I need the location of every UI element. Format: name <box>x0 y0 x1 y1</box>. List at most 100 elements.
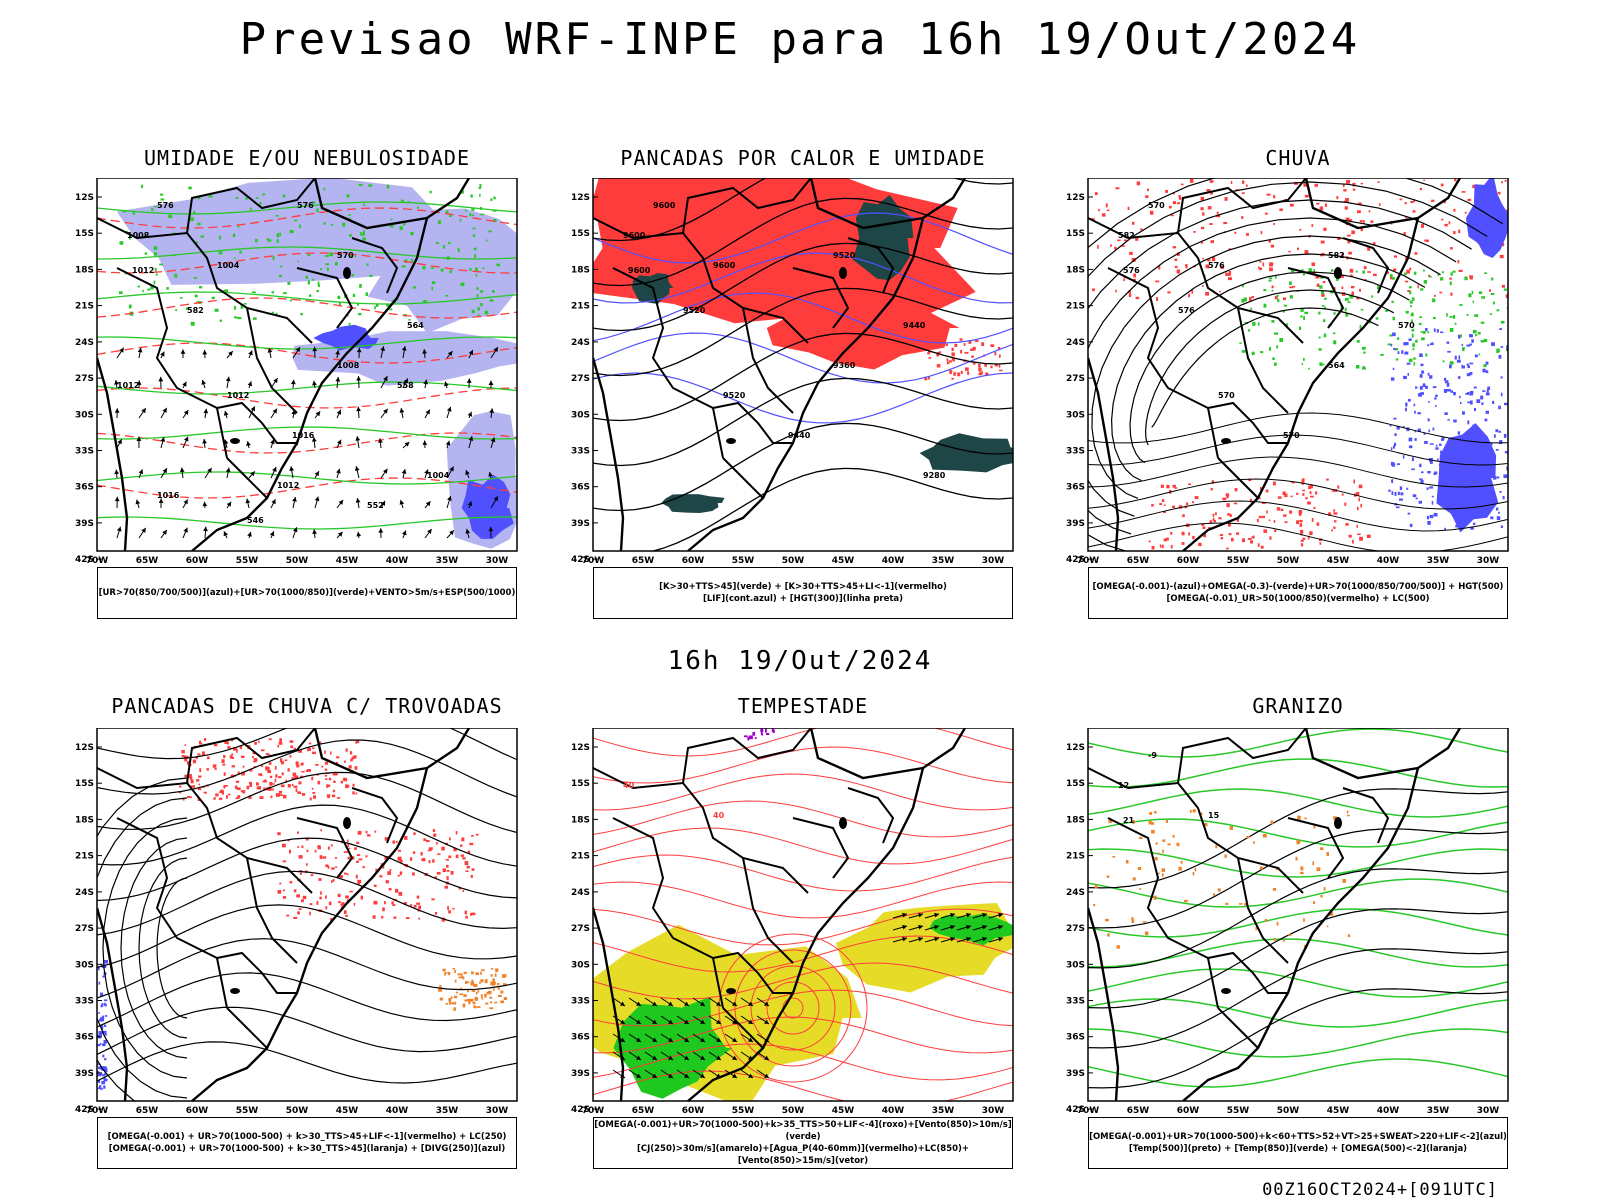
rain-red <box>1207 206 1212 210</box>
lon-tick-label: 60W <box>682 1106 705 1116</box>
humidity-green <box>141 184 144 188</box>
humidity-green <box>194 294 198 298</box>
humidity-green <box>346 194 350 198</box>
storm-red <box>280 784 285 788</box>
omega-orange <box>1132 820 1135 824</box>
storm-red <box>297 911 300 915</box>
rain-green <box>1371 295 1374 298</box>
storm-red <box>338 901 341 904</box>
storm-red <box>184 774 189 778</box>
humidity-green <box>193 211 196 214</box>
divergence-blue <box>102 1074 105 1077</box>
height-300 <box>593 197 1013 287</box>
rain-red <box>1186 502 1189 505</box>
rain-red <box>1356 524 1358 528</box>
rain-red <box>1313 506 1316 509</box>
humidity-green <box>240 304 244 309</box>
storm-red <box>356 860 359 863</box>
rain-red <box>1210 240 1214 244</box>
humidity-green <box>155 273 158 276</box>
humidity-green <box>482 267 485 270</box>
lat-tick-label: 36S <box>75 483 94 493</box>
rain-green <box>1478 353 1481 356</box>
lat-tick-label: 12S <box>1066 743 1085 753</box>
rain-blue <box>1490 442 1493 446</box>
instability-area <box>984 363 987 367</box>
storm-red <box>237 771 240 775</box>
rain-red <box>1497 191 1501 195</box>
storm-orange <box>439 997 443 1001</box>
lon-tick-label: 65W <box>632 556 655 566</box>
rain-red <box>1464 211 1467 214</box>
lon-tick-label: 45W <box>336 1106 359 1116</box>
streamline <box>1088 456 1508 488</box>
wind-vector-head <box>114 380 119 385</box>
map-outline <box>246 857 298 964</box>
rain-red <box>1174 258 1178 261</box>
lat-tick-label: 27S <box>1066 924 1085 934</box>
lat-tick-label: 21S <box>571 852 590 862</box>
humidity-contour <box>97 516 517 530</box>
wind-vector-head <box>160 351 165 357</box>
rain-red <box>1356 296 1360 300</box>
storm-red <box>418 905 422 910</box>
rain-green <box>1271 289 1274 292</box>
storm-red <box>332 772 337 776</box>
wind-vector-850-head <box>636 1019 641 1024</box>
wind-vector-head <box>183 527 188 533</box>
storm-red <box>428 860 431 864</box>
rain-red <box>1348 534 1352 538</box>
rain-green <box>1449 361 1454 365</box>
contour-label: 1012 <box>132 266 154 275</box>
humidity-green <box>362 237 366 241</box>
humidity-green <box>368 184 373 187</box>
storm-red <box>346 873 349 876</box>
map-outline <box>1304 728 1462 780</box>
humidity-green <box>233 257 236 259</box>
storm-red <box>352 783 355 787</box>
storm-red <box>181 755 185 757</box>
rain-green <box>1289 281 1292 286</box>
storm-red <box>281 772 284 776</box>
rain-red <box>1181 542 1185 545</box>
rain-green <box>1318 311 1321 315</box>
humidity-green <box>276 233 279 238</box>
contour-label: 1012 <box>277 481 299 490</box>
storm-orange <box>463 994 467 997</box>
rain-blue <box>1437 458 1439 462</box>
rain-red <box>1345 523 1349 526</box>
contour-label: 546 <box>247 516 264 525</box>
instability-area <box>951 352 955 357</box>
contour-label: 15 <box>1208 811 1220 820</box>
lat-tick-label: 39S <box>1066 1069 1085 1079</box>
lon-tick-label: 35W <box>1427 556 1450 566</box>
storm-red <box>437 853 441 855</box>
wind-vector-head <box>383 376 388 382</box>
rain-red <box>1252 535 1255 539</box>
divergence-blue <box>101 1081 106 1085</box>
storm-red <box>270 795 273 799</box>
rain-blue <box>1406 362 1411 365</box>
rain-red <box>1410 201 1414 203</box>
rain-red <box>1147 188 1149 192</box>
rain-red <box>1205 264 1210 269</box>
wind-vector-head <box>488 526 494 532</box>
rain-red <box>1282 491 1286 496</box>
humidity-green <box>476 287 479 290</box>
rain-green <box>1285 323 1288 327</box>
rain-red <box>1300 529 1304 534</box>
rain-blue <box>1474 408 1477 411</box>
divergence-blue <box>98 966 100 971</box>
humidity-green <box>276 239 279 243</box>
rain-blue <box>1459 395 1461 399</box>
rain-blue <box>1411 457 1414 462</box>
storm-red <box>337 893 341 898</box>
wind-vector-head <box>493 347 498 353</box>
humidity-green <box>459 218 462 222</box>
rain-red <box>1406 269 1410 274</box>
wind-vector-head <box>202 349 208 355</box>
storm-red <box>252 756 254 759</box>
rain-blue <box>1481 402 1484 405</box>
streamline-250 <box>97 972 517 1028</box>
map-outline <box>186 728 316 784</box>
